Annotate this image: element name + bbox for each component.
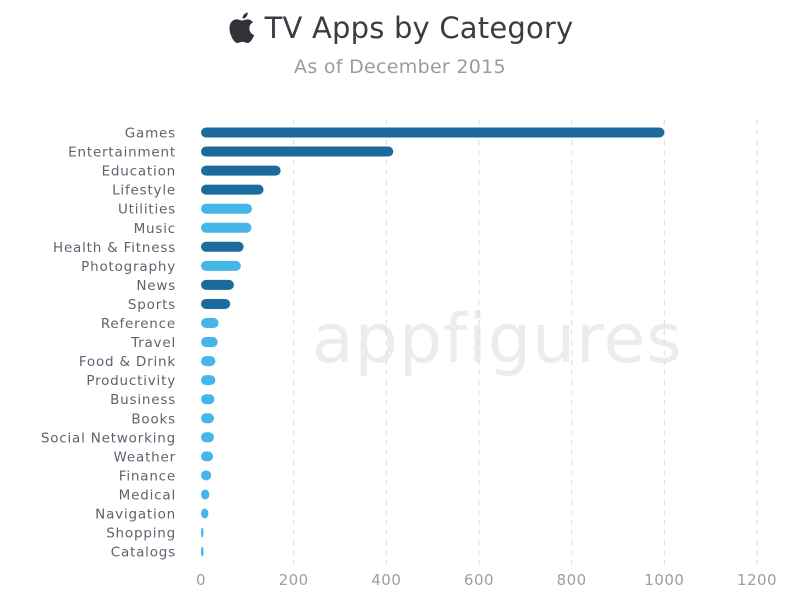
category-label-news: News — [136, 278, 176, 294]
category-label-shopping: Shopping — [106, 526, 176, 542]
grid — [293, 120, 758, 565]
bar-food-and-drink — [201, 356, 216, 367]
x-tick-label: 1200 — [737, 571, 777, 589]
bar-news — [201, 279, 234, 290]
bar-reference — [201, 318, 219, 328]
bar-education — [201, 165, 281, 176]
category-label-navigation: Navigation — [95, 507, 176, 523]
bar-social-networking — [201, 432, 214, 443]
x-tick-label: 1000 — [644, 571, 684, 589]
watermark: appfigures — [312, 300, 683, 379]
category-label-entertainment: Entertainment — [68, 145, 176, 161]
category-label-health-and-fitness: Health & Fitness — [53, 240, 176, 256]
watermark-figures: figures — [443, 300, 683, 379]
bar-navigation — [201, 508, 209, 519]
bar-health-and-fitness — [201, 241, 244, 252]
x-tick-label: 200 — [279, 571, 309, 589]
category-label-books: Books — [131, 411, 176, 427]
bar-photography — [201, 260, 241, 271]
category-label-games: Games — [125, 126, 176, 142]
apple-logo-icon — [229, 12, 254, 43]
bar-music — [201, 222, 252, 233]
category-label-business: Business — [110, 392, 176, 408]
category-label-utilities: Utilities — [118, 202, 176, 218]
x-tick-label: 600 — [464, 571, 494, 589]
category-label-catalogs: Catalogs — [111, 545, 176, 561]
bar-medical — [201, 489, 210, 500]
category-label-lifestyle: Lifestyle — [112, 183, 176, 199]
bar-business — [201, 394, 215, 405]
bar-finance — [201, 470, 212, 481]
category-label-productivity: Productivity — [86, 373, 176, 389]
category-label-weather: Weather — [114, 449, 176, 465]
category-label-sports: Sports — [128, 297, 176, 313]
category-label-medical: Medical — [119, 487, 176, 503]
bar-catalogs — [201, 546, 204, 557]
bar-lifestyle — [201, 184, 264, 195]
bar-sports — [201, 298, 231, 309]
chart-subtitle: As of December 2015 — [294, 56, 506, 78]
bar-shopping — [201, 527, 204, 538]
category-label-education: Education — [102, 164, 176, 180]
x-tick-label: 0 — [196, 571, 206, 589]
category-label-finance: Finance — [119, 468, 176, 484]
chart-title: TV Apps by Category — [264, 11, 574, 45]
bars — [201, 127, 665, 557]
bar-travel — [201, 337, 218, 348]
bar-productivity — [201, 375, 216, 386]
x-tick-label: 400 — [371, 571, 401, 589]
bar-games — [201, 127, 665, 138]
category-labels: Games Entertainment Education Lifestyle Util… — [41, 126, 176, 561]
category-label-food-and-drink: Food & Drink — [79, 354, 176, 370]
category-label-social-networking: Social Networking — [41, 430, 176, 446]
category-label-travel: Travel — [130, 335, 176, 351]
x-tick-label: 800 — [557, 571, 587, 589]
bar-books — [201, 413, 214, 424]
bar-entertainment — [201, 146, 394, 157]
watermark-app: app — [312, 300, 443, 379]
bar-weather — [201, 451, 214, 462]
category-label-photography: Photography — [81, 259, 176, 275]
bar-utilities — [201, 203, 252, 214]
title-row: TV Apps by Category — [0, 4, 800, 52]
category-label-reference: Reference — [101, 316, 176, 332]
watermark-logo: appfigures — [312, 300, 683, 379]
x-axis-ticks: 0 200 400 600 800 1000 1200 — [196, 571, 777, 589]
category-label-music: Music — [134, 221, 176, 237]
